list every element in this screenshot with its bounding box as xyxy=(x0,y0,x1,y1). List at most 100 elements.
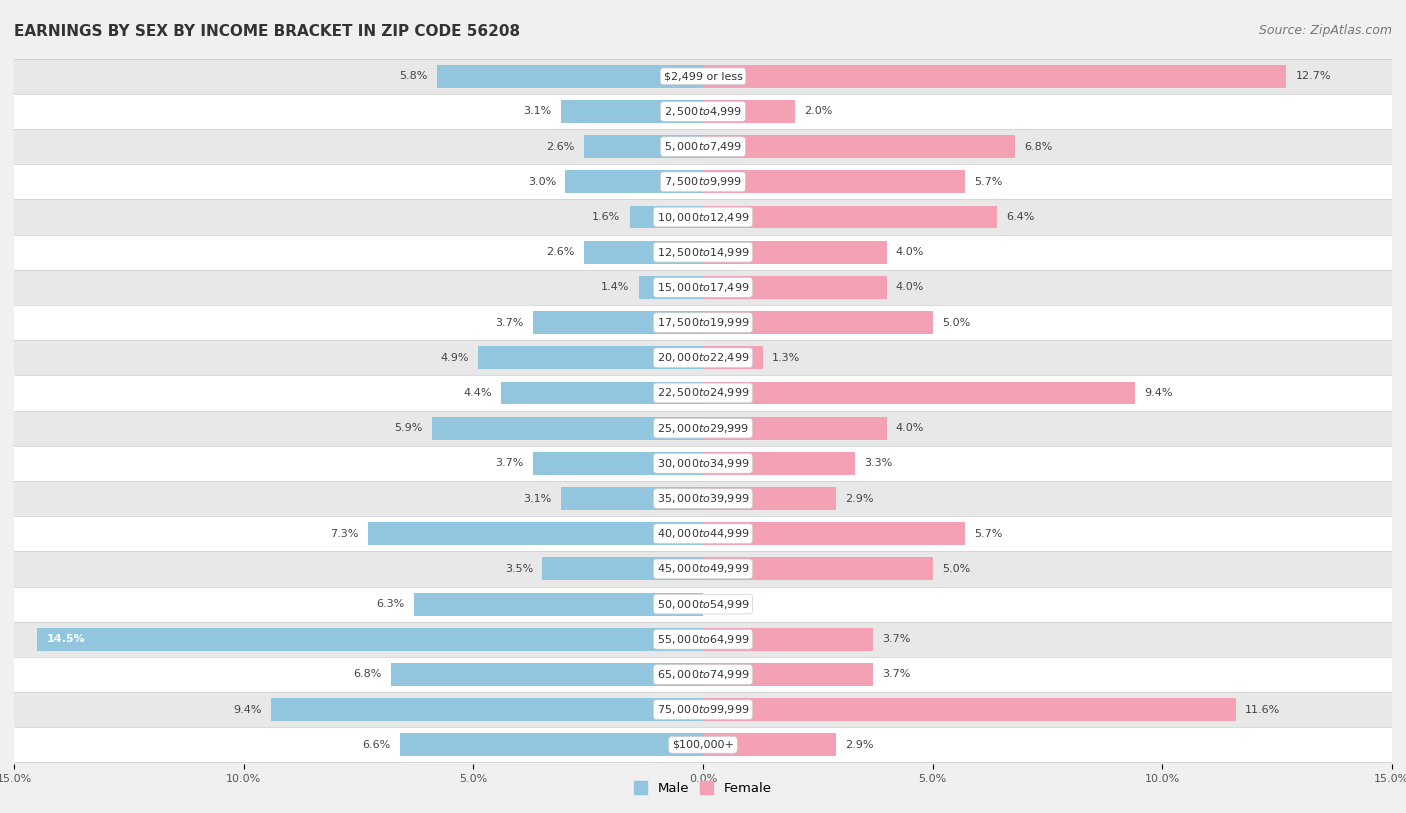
Bar xyxy=(703,65,1286,88)
Bar xyxy=(703,452,855,475)
Text: 4.0%: 4.0% xyxy=(896,247,924,257)
Text: 2.9%: 2.9% xyxy=(845,740,875,750)
Text: 6.3%: 6.3% xyxy=(377,599,405,609)
Text: 12.7%: 12.7% xyxy=(1295,72,1331,81)
Text: 3.1%: 3.1% xyxy=(523,107,551,116)
Text: 1.4%: 1.4% xyxy=(602,282,630,293)
Bar xyxy=(533,311,703,334)
Text: $65,000 to $74,999: $65,000 to $74,999 xyxy=(657,668,749,681)
Text: $45,000 to $49,999: $45,000 to $49,999 xyxy=(657,563,749,576)
Text: 3.3%: 3.3% xyxy=(863,459,891,468)
Text: 1.3%: 1.3% xyxy=(772,353,800,363)
Bar xyxy=(14,411,1392,446)
Bar xyxy=(638,276,703,299)
Bar xyxy=(703,171,965,193)
Text: 2.9%: 2.9% xyxy=(845,493,875,503)
Bar xyxy=(14,199,1392,235)
Text: 4.0%: 4.0% xyxy=(896,423,924,433)
Bar xyxy=(271,698,703,721)
Bar xyxy=(543,558,703,580)
Bar xyxy=(14,692,1392,728)
Bar xyxy=(703,628,873,650)
Bar xyxy=(703,558,932,580)
Bar xyxy=(501,381,703,404)
Text: $22,500 to $24,999: $22,500 to $24,999 xyxy=(657,386,749,399)
Bar xyxy=(37,628,703,650)
Bar xyxy=(703,346,762,369)
Bar xyxy=(14,270,1392,305)
Text: $17,500 to $19,999: $17,500 to $19,999 xyxy=(657,316,749,329)
Text: 2.6%: 2.6% xyxy=(546,141,575,152)
Text: $12,500 to $14,999: $12,500 to $14,999 xyxy=(657,246,749,259)
Text: 11.6%: 11.6% xyxy=(1244,705,1281,715)
Text: 1.6%: 1.6% xyxy=(592,212,620,222)
Bar xyxy=(413,593,703,615)
Text: $40,000 to $44,999: $40,000 to $44,999 xyxy=(657,527,749,540)
Text: 14.5%: 14.5% xyxy=(46,634,84,644)
Bar xyxy=(399,733,703,756)
Text: $35,000 to $39,999: $35,000 to $39,999 xyxy=(657,492,749,505)
Text: 5.0%: 5.0% xyxy=(942,564,970,574)
Text: $20,000 to $22,499: $20,000 to $22,499 xyxy=(657,351,749,364)
Text: 4.0%: 4.0% xyxy=(896,282,924,293)
Bar xyxy=(703,311,932,334)
Bar xyxy=(630,206,703,228)
Text: 0.0%: 0.0% xyxy=(713,599,741,609)
Text: 6.8%: 6.8% xyxy=(353,669,381,680)
Bar xyxy=(533,452,703,475)
Bar xyxy=(14,657,1392,692)
Bar xyxy=(703,100,794,123)
Bar xyxy=(14,516,1392,551)
Text: 5.7%: 5.7% xyxy=(974,177,1002,187)
Legend: Male, Female: Male, Female xyxy=(628,776,778,800)
Bar xyxy=(14,481,1392,516)
Text: $75,000 to $99,999: $75,000 to $99,999 xyxy=(657,703,749,716)
Text: $7,500 to $9,999: $7,500 to $9,999 xyxy=(664,176,742,189)
Text: 5.8%: 5.8% xyxy=(399,72,427,81)
Text: 3.5%: 3.5% xyxy=(505,564,533,574)
Bar xyxy=(14,446,1392,481)
Bar xyxy=(478,346,703,369)
Text: 5.7%: 5.7% xyxy=(974,528,1002,539)
Bar xyxy=(14,129,1392,164)
Bar xyxy=(703,241,887,263)
Bar xyxy=(703,487,837,510)
Text: 3.7%: 3.7% xyxy=(495,459,524,468)
Text: 5.0%: 5.0% xyxy=(942,318,970,328)
Text: $5,000 to $7,499: $5,000 to $7,499 xyxy=(664,140,742,153)
Bar xyxy=(703,135,1015,158)
Bar xyxy=(14,728,1392,763)
Text: 7.3%: 7.3% xyxy=(330,528,359,539)
Text: $50,000 to $54,999: $50,000 to $54,999 xyxy=(657,598,749,611)
Bar xyxy=(368,522,703,546)
Bar xyxy=(391,663,703,686)
Bar xyxy=(14,59,1392,93)
Text: $10,000 to $12,499: $10,000 to $12,499 xyxy=(657,211,749,224)
Bar xyxy=(703,381,1135,404)
Bar xyxy=(565,171,703,193)
Bar xyxy=(703,417,887,440)
Bar xyxy=(703,206,997,228)
Bar xyxy=(14,586,1392,622)
Text: $25,000 to $29,999: $25,000 to $29,999 xyxy=(657,422,749,435)
Text: 3.7%: 3.7% xyxy=(495,318,524,328)
Text: 6.8%: 6.8% xyxy=(1025,141,1053,152)
Text: $2,499 or less: $2,499 or less xyxy=(664,72,742,81)
Bar xyxy=(703,276,887,299)
Bar xyxy=(703,663,873,686)
Bar xyxy=(14,376,1392,411)
Bar xyxy=(561,100,703,123)
Bar xyxy=(432,417,703,440)
Text: $30,000 to $34,999: $30,000 to $34,999 xyxy=(657,457,749,470)
Text: $15,000 to $17,499: $15,000 to $17,499 xyxy=(657,281,749,294)
Text: 9.4%: 9.4% xyxy=(1144,388,1173,398)
Text: Source: ZipAtlas.com: Source: ZipAtlas.com xyxy=(1258,24,1392,37)
Text: 6.6%: 6.6% xyxy=(363,740,391,750)
Text: $100,000+: $100,000+ xyxy=(672,740,734,750)
Text: 2.0%: 2.0% xyxy=(804,107,832,116)
Bar xyxy=(583,135,703,158)
Text: 4.4%: 4.4% xyxy=(463,388,492,398)
Bar xyxy=(14,622,1392,657)
Text: 4.9%: 4.9% xyxy=(440,353,468,363)
Bar xyxy=(14,93,1392,129)
